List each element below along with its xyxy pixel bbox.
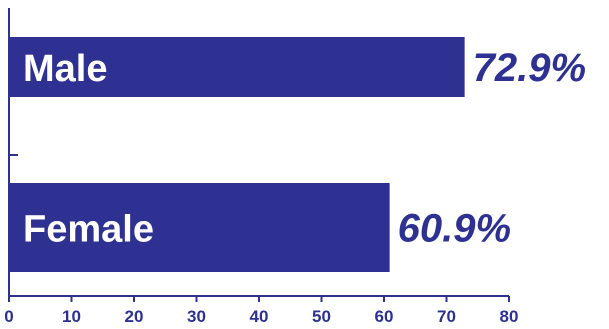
bars-group: Male 72.9% Female 60.9% — [9, 37, 586, 272]
value-label-male: 72.9% — [473, 46, 586, 90]
x-tick-label: 40 — [250, 307, 269, 326]
x-tick-label: 30 — [187, 307, 206, 326]
bar-label-male: Male — [23, 48, 107, 90]
bar-male — [9, 37, 465, 97]
x-tick-label: 70 — [437, 307, 456, 326]
x-tick-label: 50 — [312, 307, 331, 326]
x-tick-label: 0 — [4, 307, 13, 326]
axes-group — [8, 8, 510, 302]
x-tick-label: 80 — [500, 307, 519, 326]
x-tick-label: 10 — [62, 307, 81, 326]
x-tick-label: 20 — [125, 307, 144, 326]
x-tick-label: 60 — [375, 307, 394, 326]
bar-female — [9, 183, 390, 272]
value-label-female: 60.9% — [398, 207, 511, 251]
x-tick-labels: 0 10 20 30 40 50 60 70 80 — [4, 307, 518, 326]
bar-label-female: Female — [23, 209, 154, 251]
